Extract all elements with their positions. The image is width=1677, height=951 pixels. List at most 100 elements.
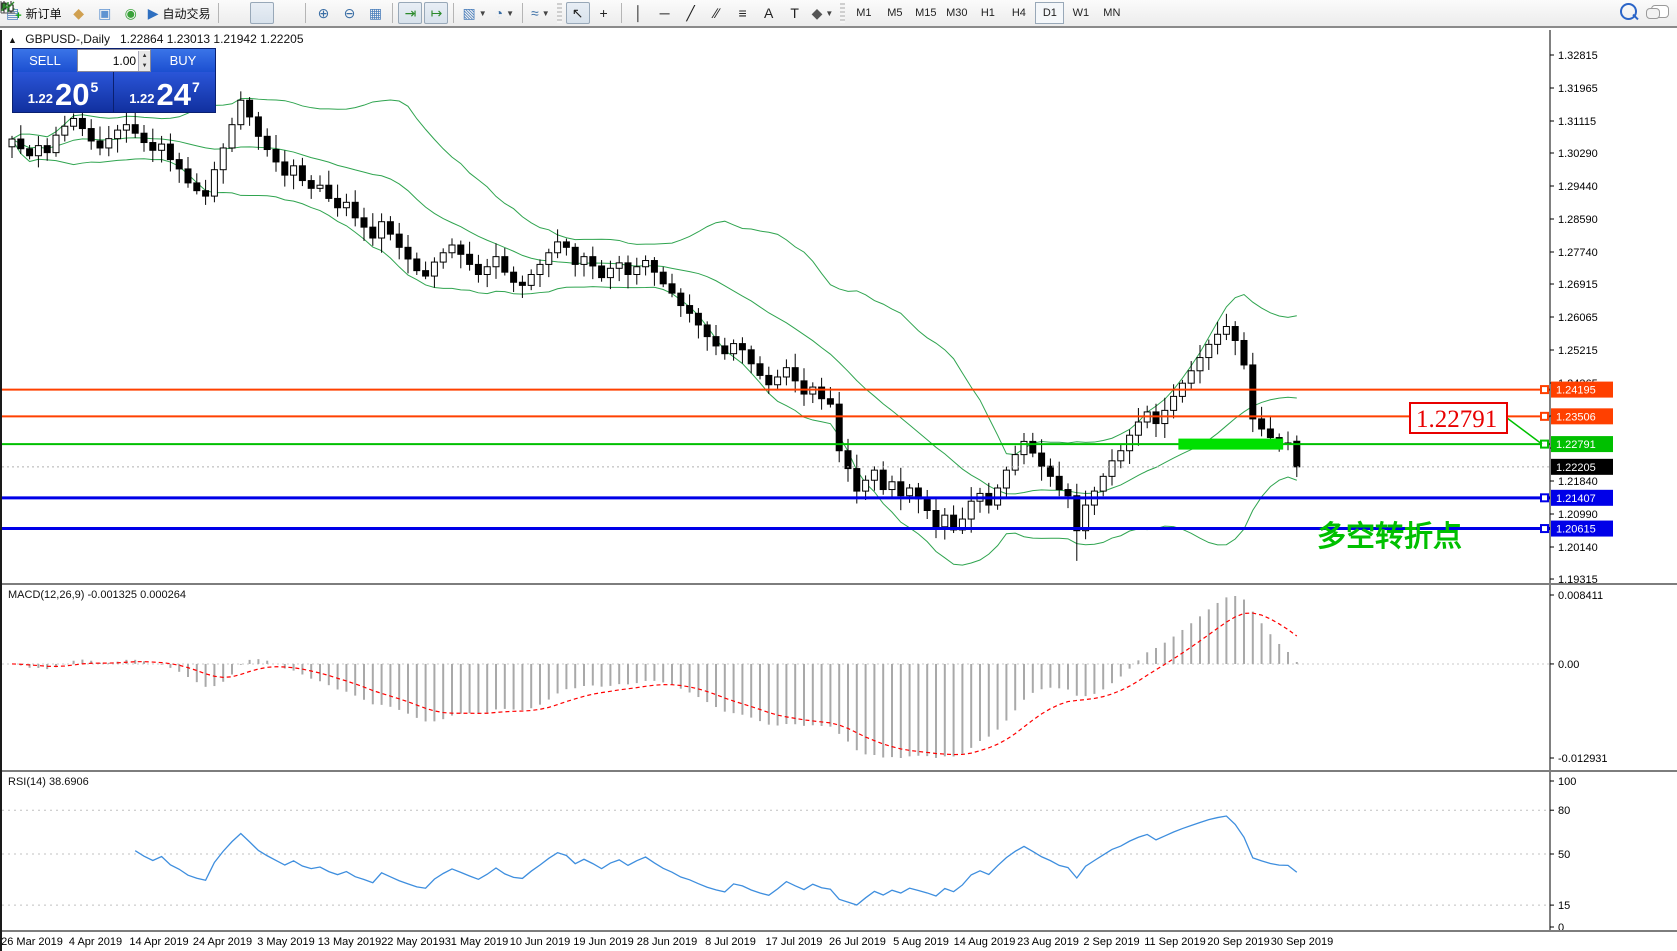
text-button[interactable]: A bbox=[757, 2, 781, 24]
chat-icon[interactable] bbox=[1646, 5, 1669, 19]
bull-candle bbox=[70, 117, 78, 127]
rsi-pane[interactable]: RSI(14) 38.6906 100 80 50 15 0 bbox=[2, 770, 1677, 930]
bear-candle bbox=[1029, 440, 1037, 454]
toolbar-grip bbox=[556, 3, 562, 23]
vline-icon: │ bbox=[634, 5, 644, 21]
sell-button[interactable]: SELL bbox=[13, 49, 77, 72]
tf-m5[interactable]: M5 bbox=[887, 7, 903, 19]
bear-candle bbox=[78, 117, 86, 130]
price-tick: 1.27740 bbox=[1558, 247, 1598, 259]
bull-candle bbox=[730, 343, 738, 355]
profiles-button[interactable]: ◔ ▼ bbox=[492, 2, 517, 24]
bear-candle bbox=[501, 256, 509, 273]
indicators-button[interactable]: ≈ ▼ bbox=[528, 2, 553, 24]
bull-candle bbox=[906, 487, 914, 497]
editor-button[interactable]: ◆ bbox=[67, 2, 91, 24]
bear-candle bbox=[800, 380, 808, 395]
bear-candle bbox=[721, 345, 729, 355]
toolbar-separator bbox=[218, 3, 220, 23]
price-tick: 1.20140 bbox=[1558, 542, 1598, 554]
market-watch-button[interactable]: ▣ bbox=[93, 2, 117, 24]
macd-signal-line bbox=[11, 612, 1298, 756]
tf-m30[interactable]: M30 bbox=[946, 7, 968, 19]
bull-candle bbox=[210, 169, 218, 197]
macd-pane[interactable]: MACD(12,26,9) -0.001325 0.000264 0.00841… bbox=[2, 583, 1677, 770]
bear-candle bbox=[43, 145, 51, 154]
bull-candle bbox=[1214, 333, 1222, 345]
bear-candle bbox=[1258, 418, 1266, 430]
chart-shift-button[interactable]: ↦ bbox=[424, 2, 449, 24]
support-highlight-band[interactable] bbox=[1178, 438, 1284, 450]
bear-candle bbox=[281, 161, 289, 176]
volume-field: ▲ ▼ bbox=[77, 49, 151, 72]
callout-connector bbox=[1506, 417, 1543, 445]
tf-h1[interactable]: H1 bbox=[980, 7, 995, 19]
trendline-button[interactable]: ╱ bbox=[679, 2, 703, 24]
line-chart-button[interactable] bbox=[0, 1, 300, 24]
bull-candle bbox=[1020, 440, 1028, 456]
bear-candle bbox=[853, 468, 861, 492]
bull-candle bbox=[606, 267, 614, 279]
price-callout-box[interactable] bbox=[1409, 402, 1508, 434]
bull-candle bbox=[52, 134, 60, 154]
bar-chart-button[interactable] bbox=[1, 2, 248, 24]
hline-button[interactable]: ─ bbox=[653, 2, 677, 24]
bear-candle bbox=[272, 149, 280, 163]
cursor-button[interactable]: ↖ bbox=[565, 2, 590, 24]
search-icon[interactable] bbox=[1620, 3, 1637, 20]
tf-m1[interactable]: M1 bbox=[856, 7, 872, 19]
time-tick: 13 May 2019 bbox=[318, 936, 382, 948]
tf-h4[interactable]: H4 bbox=[1011, 7, 1026, 19]
bear-candle bbox=[386, 221, 394, 235]
tf-m15[interactable]: M15 bbox=[915, 7, 937, 19]
alerts-icon: ◉ bbox=[124, 5, 137, 21]
tf-d1[interactable]: D1 bbox=[1035, 2, 1065, 24]
rsi-chart[interactable]: 100 80 50 15 0 bbox=[2, 772, 1677, 930]
bear-candle bbox=[791, 367, 799, 382]
volume-up-button[interactable]: ▲ bbox=[139, 50, 150, 61]
vline-button[interactable]: │ bbox=[627, 2, 651, 24]
bear-candle bbox=[694, 312, 702, 326]
text-label-button[interactable]: T bbox=[783, 2, 807, 24]
channel-button[interactable]: ∕∕ bbox=[705, 2, 729, 24]
bull-candle bbox=[642, 260, 650, 268]
tile-windows-button[interactable]: ▦ bbox=[363, 2, 387, 24]
zoom-in-icon: ⊕ bbox=[317, 5, 330, 21]
auto-scroll-button[interactable]: ⇥ bbox=[398, 2, 423, 24]
volume-down-button[interactable]: ▼ bbox=[139, 60, 150, 71]
volume-input[interactable] bbox=[78, 52, 139, 69]
price-chart[interactable]: 1.32815 1.31965 1.31115 1.30290 1.29440 1.285… bbox=[2, 30, 1677, 583]
text-label-icon: T bbox=[790, 5, 799, 21]
fibonacci-button[interactable]: ≡ bbox=[731, 2, 755, 24]
plus-badge-icon: + bbox=[15, 10, 22, 22]
bull-candle bbox=[34, 145, 42, 157]
bear-candle bbox=[334, 197, 342, 209]
arrows-button[interactable]: ◆ ▼ bbox=[809, 2, 837, 24]
time-tick: 2 Sep 2019 bbox=[1083, 936, 1139, 948]
bear-candle bbox=[17, 138, 25, 150]
sell-price[interactable]: 1.22 20 5 bbox=[13, 72, 114, 112]
time-tick: 24 Apr 2019 bbox=[193, 936, 252, 948]
bull-candle bbox=[527, 274, 535, 286]
svg-text:1.23506: 1.23506 bbox=[1556, 411, 1596, 423]
candle-chart-button[interactable] bbox=[1, 1, 275, 24]
zoom-out-button[interactable]: ⊖ bbox=[337, 2, 361, 24]
time-axis[interactable]: 26 Mar 2019 4 Apr 2019 14 Apr 2019 24 Apr 2… bbox=[2, 930, 1677, 951]
new-chart-button[interactable]: ▧ ▼ bbox=[459, 2, 489, 24]
autotrading-icon: ▶ bbox=[147, 5, 159, 21]
buy-price[interactable]: 1.22 24 7 bbox=[114, 72, 215, 112]
bull-candle bbox=[1002, 469, 1010, 489]
macd-histogram bbox=[19, 596, 1298, 758]
macd-axis-label: 0.00 bbox=[1558, 659, 1579, 671]
tf-w1[interactable]: W1 bbox=[1072, 7, 1090, 19]
crosshair-button[interactable]: + bbox=[592, 2, 616, 24]
macd-chart[interactable]: 0.008411 0.00 -0.012931 bbox=[2, 585, 1677, 770]
autotrading-button[interactable]: ▶ 自动交易 bbox=[145, 2, 214, 24]
price-pane[interactable]: 1.32815 1.31965 1.31115 1.30290 1.29440 1.285… bbox=[2, 30, 1677, 583]
tf-mn[interactable]: MN bbox=[1103, 7, 1121, 19]
alerts-button[interactable]: ◉ bbox=[119, 2, 143, 24]
buy-button[interactable]: BUY bbox=[151, 49, 215, 72]
time-tick: 19 Jun 2019 bbox=[573, 936, 634, 948]
zoom-in-button[interactable]: ⊕ bbox=[311, 2, 335, 24]
profiles-icon: ◔ bbox=[494, 5, 504, 21]
